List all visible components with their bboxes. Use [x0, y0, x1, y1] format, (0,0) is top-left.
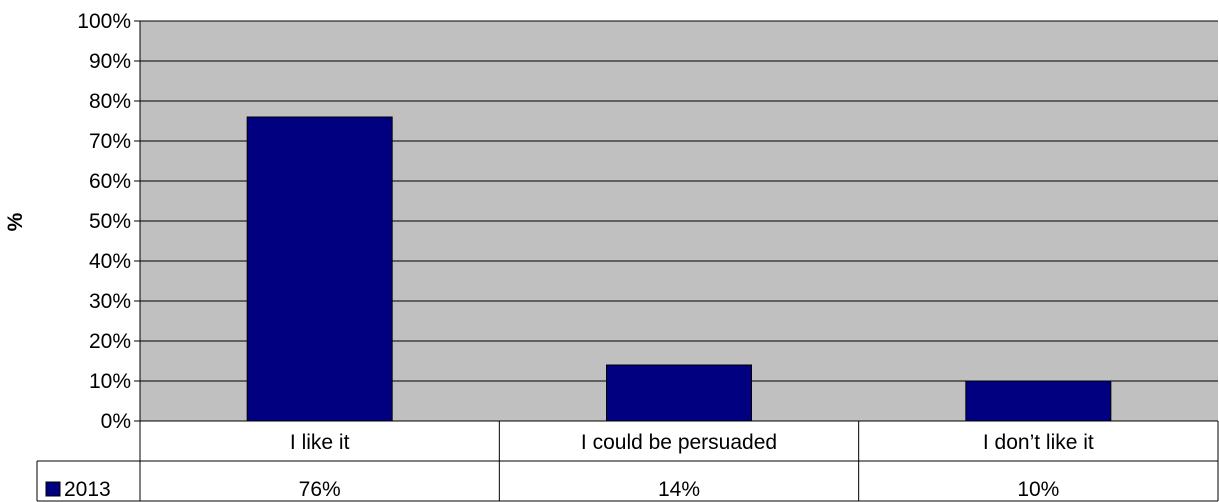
y-axis: 0% 10% 20% 30% 40% 50% 60% 70% 80% 90% 100%	[77, 10, 141, 501]
legend-swatch	[45, 481, 61, 497]
y-axis-label: %	[4, 212, 27, 231]
y-tick-label: 80%	[89, 90, 131, 113]
y-tick-label: 0%	[101, 410, 131, 433]
legend-label: 2013	[64, 478, 111, 501]
y-tick-label: 20%	[89, 330, 131, 353]
category-label: I like it	[290, 431, 350, 454]
data-label: 76%	[299, 478, 341, 501]
y-tick-label: 40%	[89, 250, 131, 273]
y-tick-label: 90%	[89, 50, 131, 73]
bar	[246, 116, 393, 422]
y-tick-label: 30%	[89, 290, 131, 313]
y-tick-label: 70%	[89, 130, 131, 153]
y-tick-label: 100%	[77, 10, 131, 33]
y-tick-label: 50%	[89, 210, 131, 233]
data-table: I like it I could be persuaded I don’t lik…	[36, 420, 1219, 502]
y-tick-label: 10%	[89, 370, 131, 393]
bar	[606, 364, 752, 422]
data-label: 14%	[658, 478, 700, 501]
category-label: I don’t like it	[983, 431, 1094, 454]
y-tick-label: 60%	[89, 170, 131, 193]
category-label: I could be persuaded	[581, 431, 777, 454]
data-label: 10%	[1017, 478, 1059, 501]
bar	[965, 380, 1112, 422]
bars	[246, 116, 1112, 422]
